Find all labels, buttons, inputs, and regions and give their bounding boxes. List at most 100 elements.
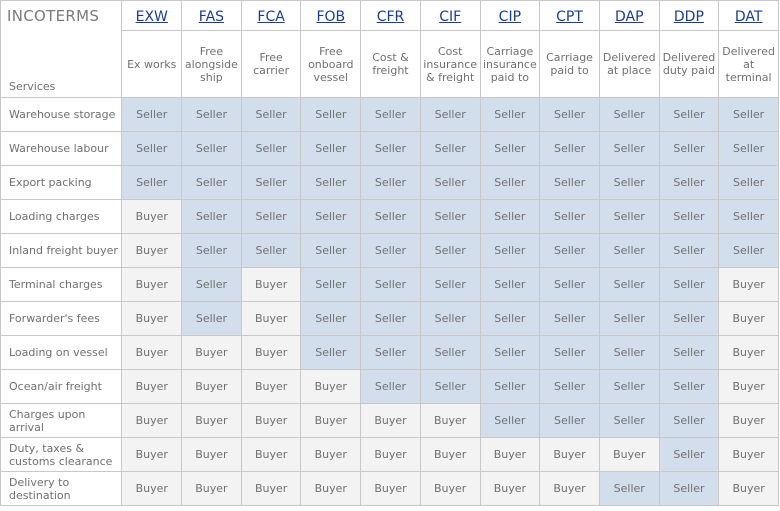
responsibility-cell: Buyer (360, 403, 421, 438)
services-header-cell: Services (0, 30, 123, 98)
responsibility-cell: Seller (658, 403, 720, 438)
responsibility-cell: Buyer (718, 267, 779, 302)
table-row: Export packing Seller Seller Seller Seller Se… (0, 165, 779, 200)
responsibility-cell: Seller (360, 301, 421, 336)
term-link-fob[interactable]: FOB (316, 9, 346, 25)
responsibility-cell: Seller (240, 97, 302, 132)
responsibility-cell: Seller (419, 165, 481, 200)
term-link-cif[interactable]: CIF (439, 9, 462, 25)
term-header-cif: CIF (419, 0, 481, 31)
term-header-fob: FOB (300, 0, 362, 31)
responsibility-cell: Buyer (300, 403, 362, 438)
service-label: Delivery to destination (0, 471, 123, 506)
responsibility-cell: Seller (658, 471, 720, 506)
term-header-cfr: CFR (360, 0, 421, 31)
responsibility-cell: Buyer (300, 437, 362, 472)
responsibility-cell: Seller (658, 165, 720, 200)
term-description: Cost insurance & freight (419, 30, 481, 98)
table-row: Warehouse labour Seller Seller Seller Seller… (0, 131, 779, 166)
responsibility-cell: Seller (300, 335, 362, 370)
responsibility-cell: Seller (718, 131, 779, 166)
responsibility-cell: Seller (121, 165, 183, 200)
term-link-cip[interactable]: CIP (498, 9, 522, 25)
service-label: Duty, taxes & customs clearance (0, 437, 123, 472)
responsibility-cell: Buyer (240, 437, 302, 472)
responsibility-cell: Seller (718, 199, 779, 234)
responsibility-cell: Seller (360, 233, 421, 268)
responsibility-cell: Seller (300, 233, 362, 268)
responsibility-cell: Seller (658, 233, 720, 268)
responsibility-cell: Seller (300, 199, 362, 234)
responsibility-cell: Seller (300, 165, 362, 200)
table-row: Loading on vessel Buyer Buyer Buyer Seller Se… (0, 335, 779, 370)
term-description-row: Services Ex works Free alongside ship Free… (0, 30, 779, 98)
table-row: Warehouse storage Seller Seller Seller Selle… (0, 97, 779, 132)
term-description: Carriage insurance paid to (479, 30, 541, 98)
responsibility-cell: Seller (300, 131, 362, 166)
responsibility-cell: Seller (360, 131, 421, 166)
responsibility-cell: Seller (658, 267, 720, 302)
responsibility-cell: Seller (360, 369, 421, 404)
term-link-cpt[interactable]: CPT (556, 9, 583, 25)
responsibility-cell: Seller (598, 403, 660, 438)
responsibility-cell: Buyer (479, 471, 541, 506)
term-link-exw[interactable]: EXW (135, 9, 168, 25)
term-description: Ex works (121, 30, 183, 98)
term-link-ddp[interactable]: DDP (673, 9, 704, 25)
responsibility-cell: Seller (598, 233, 660, 268)
responsibility-cell: Buyer (240, 335, 302, 370)
responsibility-cell: Seller (598, 199, 660, 234)
responsibility-cell: Seller (240, 131, 302, 166)
responsibility-cell: Buyer (598, 437, 660, 472)
table-row: Loading charges Buyer Seller Seller Seller Se… (0, 199, 779, 234)
responsibility-cell: Seller (718, 165, 779, 200)
term-header-exw: EXW (121, 0, 183, 31)
term-header-cpt: CPT (539, 0, 600, 31)
responsibility-cell: Seller (419, 97, 481, 132)
responsibility-cell: Buyer (181, 335, 242, 370)
term-code-row: INCOTERMS EXW FAS FCA FOB CFR CIF CIP CPT DAP DDP… (0, 0, 779, 31)
responsibility-cell: Seller (718, 97, 779, 132)
responsibility-cell: Buyer (718, 471, 779, 506)
responsibility-cell: Seller (658, 335, 720, 370)
term-header-dat: DAT (718, 0, 779, 31)
responsibility-cell: Buyer (121, 437, 183, 472)
term-header-dap: DAP (598, 0, 660, 31)
responsibility-cell: Seller (479, 369, 541, 404)
responsibility-cell: Buyer (181, 403, 242, 438)
service-label: Warehouse storage (0, 97, 123, 132)
term-link-fas[interactable]: FAS (198, 9, 225, 25)
term-header-fca: FCA (240, 0, 302, 31)
term-link-fca[interactable]: FCA (257, 9, 285, 25)
responsibility-cell: Seller (121, 131, 183, 166)
responsibility-cell: Buyer (479, 437, 541, 472)
term-link-cfr[interactable]: CFR (376, 9, 405, 25)
term-description: Carriage paid to (539, 30, 600, 98)
responsibility-cell: Seller (539, 267, 600, 302)
responsibility-cell: Seller (240, 165, 302, 200)
term-link-dat[interactable]: DAT (734, 9, 763, 25)
responsibility-cell: Seller (419, 369, 481, 404)
responsibility-cell: Buyer (718, 369, 779, 404)
responsibility-cell: Seller (658, 199, 720, 234)
table-corner: INCOTERMS (0, 0, 123, 31)
responsibility-cell: Buyer (300, 471, 362, 506)
responsibility-cell: Seller (658, 437, 720, 472)
responsibility-cell: Buyer (539, 437, 600, 472)
responsibility-cell: Buyer (419, 403, 481, 438)
responsibility-cell: Seller (360, 199, 421, 234)
responsibility-cell: Seller (539, 233, 600, 268)
responsibility-cell: Seller (360, 335, 421, 370)
responsibility-cell: Seller (539, 403, 600, 438)
service-label: Forwarder's fees (0, 301, 123, 336)
responsibility-cell: Buyer (121, 267, 183, 302)
responsibility-cell: Buyer (718, 335, 779, 370)
table-body: Warehouse storage Seller Seller Seller Selle… (0, 97, 779, 506)
responsibility-cell: Seller (539, 301, 600, 336)
term-link-dap[interactable]: DAP (614, 9, 644, 25)
responsibility-cell: Seller (598, 131, 660, 166)
responsibility-cell: Seller (419, 301, 481, 336)
responsibility-cell: Buyer (718, 301, 779, 336)
responsibility-cell: Seller (539, 97, 600, 132)
responsibility-cell: Seller (598, 165, 660, 200)
